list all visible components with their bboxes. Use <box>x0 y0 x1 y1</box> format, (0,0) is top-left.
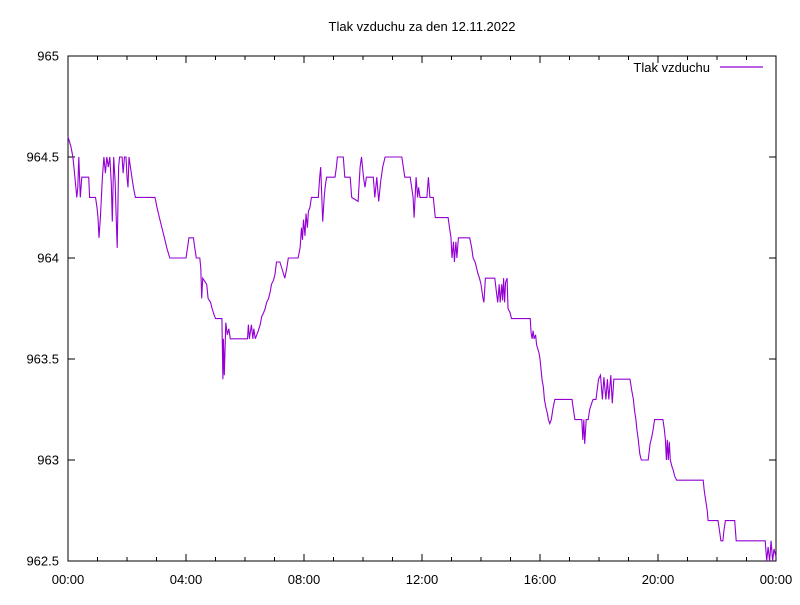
legend-label: Tlak vzduchu <box>633 60 710 75</box>
y-axis-tick-label: 962.5 <box>26 554 59 569</box>
plot-border <box>67 55 777 562</box>
legend: Tlak vzduchu <box>633 60 763 75</box>
y-axis-tick-label: 965 <box>37 49 59 64</box>
x-axis-tick-label: 04:00 <box>170 572 203 587</box>
x-axis-tick-label: 20:00 <box>642 572 675 587</box>
y-axis-tick-label: 963 <box>37 453 59 468</box>
x-axis-tick-label: 12:00 <box>406 572 439 587</box>
y-axis-tick-label: 964 <box>37 251 59 266</box>
x-axis-tick-label: 00:00 <box>760 572 793 587</box>
chart-title: Tlak vzduchu za den 12.11.2022 <box>329 19 516 34</box>
axis-labels: 00:00 04:00 08:00 12:00 16:00 20:00 00:00 965 96… <box>26 49 792 588</box>
x-axis-tick-label: 00:00 <box>52 572 85 587</box>
y-axis-tick-label: 964.5 <box>26 150 59 165</box>
pressure-data-line <box>67 136 777 562</box>
x-axis-tick-label: 16:00 <box>524 572 557 587</box>
x-axis-tick-label: 08:00 <box>288 572 321 587</box>
y-axis-tick-label: 963.5 <box>26 352 59 367</box>
